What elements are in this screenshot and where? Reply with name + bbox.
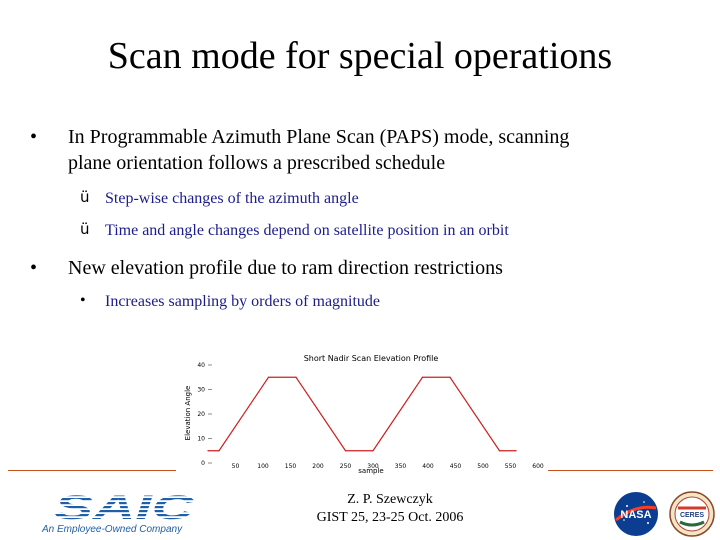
elevation-profile-chart: Short Nadir Scan Elevation Profile Eleva…	[184, 354, 544, 475]
slide-title: Scan mode for special operations	[107, 35, 613, 77]
data-point	[421, 376, 424, 378]
ceres-logo-text: CERES	[680, 512, 704, 519]
x-tick-label: 50	[232, 463, 240, 470]
x-tick-label: 600	[532, 463, 544, 470]
y-tick-label: 10	[197, 436, 205, 443]
sub-item-time-angle: Time and angle changes depend on satelli…	[105, 222, 509, 239]
data-point	[207, 450, 209, 452]
author-name: Z. P. Szewczyk	[347, 492, 433, 507]
check-icon: ü	[80, 220, 90, 238]
chart-x-axis-label: sample	[358, 467, 383, 475]
x-tick-label: 100	[257, 463, 269, 470]
x-tick-label: 300	[367, 463, 379, 470]
saic-tagline: An Employee-Owned Company	[42, 524, 183, 535]
elevation-series-line	[208, 376, 516, 452]
sub-item-sampling: Increases sampling by orders of magnitud…	[105, 293, 381, 310]
data-point	[449, 376, 451, 378]
x-tick-label: 150	[285, 463, 297, 470]
x-tick-label: 250	[340, 463, 352, 470]
nasa-logo: NASA	[614, 492, 658, 536]
footer-credit: Z. P. Szewczyk GIST 25, 23-25 Oct. 2006	[300, 491, 480, 527]
bullet-1-line-1: In Programmable Azimuth Plane Scan (PAPS…	[68, 126, 570, 148]
event-name: GIST 25, 23-25 Oct. 2006	[316, 510, 464, 525]
chart-title: Short Nadir Scan Elevation Profile	[304, 354, 439, 363]
y-tick-label: 20	[197, 411, 205, 418]
y-tick-label: 0	[201, 460, 205, 467]
footer-rule-left	[8, 470, 176, 471]
bullet-2-text: New elevation profile due to ram directi…	[68, 257, 503, 279]
sub-bullet-marker: •	[80, 292, 86, 309]
x-tick-label: 350	[395, 463, 407, 470]
x-tick-label: 500	[477, 463, 489, 470]
data-point	[515, 450, 517, 452]
chart-y-axis-label: Elevation Angle	[184, 386, 192, 441]
x-tick-label: 550	[505, 463, 517, 470]
data-point	[498, 450, 501, 452]
y-tick-label: 40	[197, 362, 205, 369]
x-tick-label: 450	[450, 463, 462, 470]
x-tick-label: 400	[422, 463, 434, 470]
footer-rule-right	[548, 470, 713, 471]
x-tick-label: 200	[312, 463, 324, 470]
data-point	[295, 376, 297, 378]
data-point	[218, 450, 220, 452]
sub-item-azimuth: Step-wise changes of the azimuth angle	[105, 190, 359, 207]
nasa-logo-text: NASA	[620, 509, 651, 521]
ceres-logo: CERES	[669, 491, 715, 537]
data-point	[372, 450, 374, 452]
bullet-1-line-2: plane orientation follows a prescribed s…	[68, 152, 446, 174]
saic-logo-text: SAIC	[54, 490, 195, 522]
bullet-marker: •	[30, 126, 38, 148]
data-point	[344, 450, 347, 452]
saic-logo-mark: SAIC	[54, 489, 195, 527]
data-point	[267, 376, 270, 378]
check-icon: ü	[80, 188, 90, 206]
bullet-1-text: In Programmable Azimuth Plane Scan (PAPS…	[68, 124, 708, 176]
y-tick-label: 30	[197, 387, 205, 394]
bullet-marker: •	[30, 257, 38, 279]
saic-logo: SAIC An Employee-Owned Company	[40, 489, 210, 540]
